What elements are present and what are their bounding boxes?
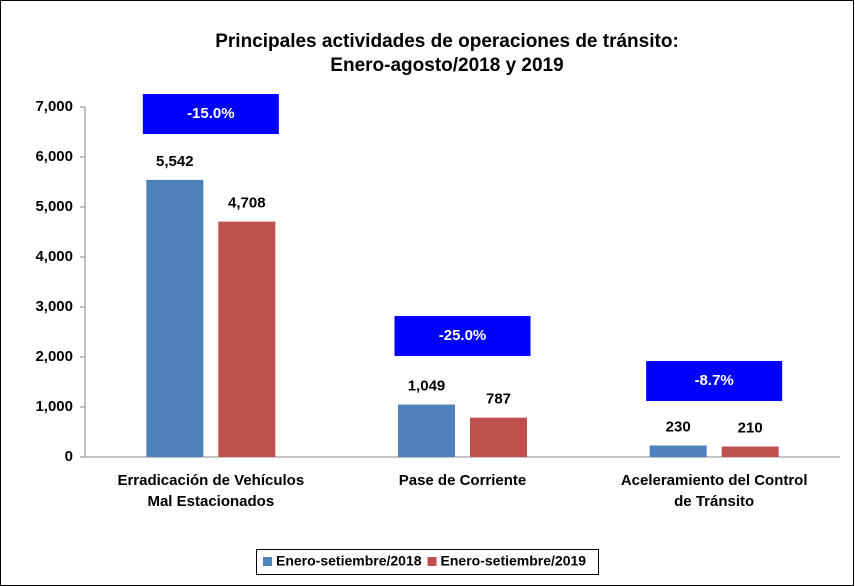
y-tick-label: 1,000 [35, 398, 73, 415]
legend-box [256, 549, 599, 575]
x-tick-label: Pase de Corriente [399, 472, 527, 489]
value-label: 5,542 [156, 153, 194, 170]
annotation-box [142, 94, 279, 134]
legend-label: Enero-setiembre/2018 [276, 553, 422, 569]
value-label: 787 [486, 391, 511, 408]
bar [398, 404, 455, 457]
bar [649, 445, 707, 457]
y-tick-label: 3,000 [35, 298, 73, 315]
y-tick-label: 6,000 [35, 148, 73, 165]
chart-title: Principales actividades de operaciones d… [215, 31, 679, 52]
annotation-box [646, 361, 783, 401]
bar [146, 179, 204, 457]
x-tick-label: Mal Estacionados [147, 493, 274, 510]
annotation: -25.0% [439, 327, 487, 344]
value-label: 210 [738, 419, 763, 436]
chart-title: Enero-agosto/2018 y 2019 [330, 55, 563, 76]
legend-swatch [263, 557, 272, 566]
bar [218, 221, 276, 457]
y-tick-label: 0 [65, 448, 73, 465]
x-tick-label: Erradicación de Vehículos [117, 472, 304, 489]
x-tick-label: de Tránsito [674, 493, 754, 510]
y-tick-label: 2,000 [35, 348, 73, 365]
y-tick-label: 5,000 [35, 198, 73, 215]
legend-swatch [427, 557, 437, 566]
legend-label: Enero-setiembre/2019 [441, 553, 587, 569]
annotation: -8.7% [695, 372, 734, 389]
value-label: 230 [666, 418, 691, 435]
bar [470, 417, 527, 457]
y-tick-label: 4,000 [35, 248, 73, 265]
x-tick-label: Aceleramiento del Control [621, 472, 808, 489]
bar [721, 446, 779, 457]
annotation-box [394, 316, 531, 356]
value-label: 1,049 [408, 378, 446, 395]
value-label: 4,708 [228, 195, 266, 212]
annotation: -15.0% [187, 105, 235, 122]
y-tick-label: 7,000 [35, 98, 73, 115]
